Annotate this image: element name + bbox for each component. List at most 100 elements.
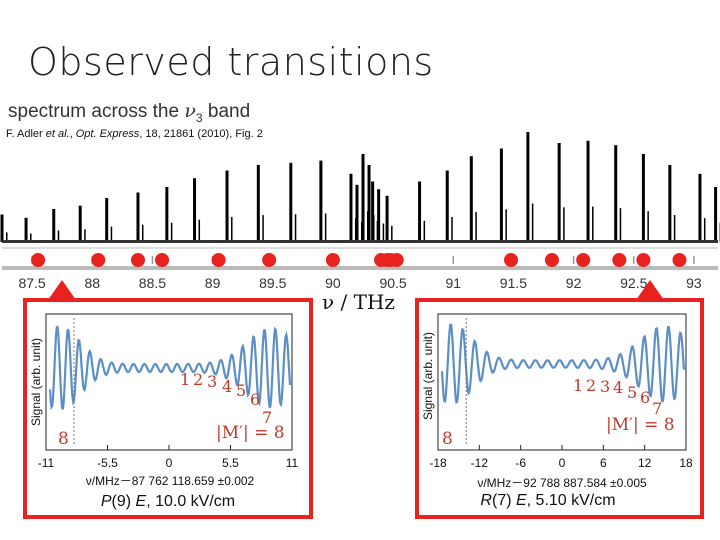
panel-right-xlabel: ν/MHz－92 788 887.584 ±0.005 bbox=[477, 476, 647, 490]
panel-right-transition: R(7) E, 5.10 kV/cm bbox=[480, 492, 615, 509]
transition-marker bbox=[211, 253, 226, 267]
callout-right-pointer bbox=[636, 280, 664, 300]
spectrum-peak-satellite bbox=[231, 216, 233, 242]
spectrum-peak-satellite bbox=[531, 203, 534, 242]
panel-tick-label: 0 bbox=[166, 456, 173, 470]
spectrum-peak bbox=[469, 156, 473, 242]
spectrum-peak-satellite bbox=[141, 224, 144, 242]
spectrum-peak bbox=[105, 198, 109, 242]
spectrum-peak-satellite bbox=[6, 232, 8, 242]
overview-tick-label: 90 bbox=[325, 275, 341, 291]
transition-marker bbox=[672, 253, 687, 267]
spectrum-peak-satellite bbox=[647, 211, 649, 242]
overview-tick-label: 92.5 bbox=[620, 275, 647, 291]
transition-marker bbox=[636, 253, 651, 267]
panel-left-m-value: |M′| = 8 bbox=[216, 423, 285, 443]
m-sublevel-label: 2 bbox=[193, 370, 203, 389]
m-sublevel-label: 3 bbox=[207, 372, 217, 391]
spectrum-peak bbox=[367, 165, 371, 242]
spectrum-peak bbox=[165, 187, 169, 242]
panel-right-trace bbox=[440, 318, 686, 446]
spectrum-heading-suffix: band bbox=[202, 101, 251, 122]
spectrum-peak-satellite bbox=[57, 230, 60, 242]
spectrum-peak-satellite bbox=[619, 208, 622, 242]
spectrum-peak bbox=[668, 165, 672, 242]
spectrum-peak bbox=[136, 192, 140, 242]
transition-marker bbox=[262, 253, 277, 267]
pr-t-field: , 5.10 kV/cm bbox=[527, 492, 616, 509]
spectrum-peak-satellite bbox=[198, 219, 201, 242]
panel-tick-label: 18 bbox=[679, 456, 693, 470]
spectrum-peak bbox=[714, 187, 718, 242]
pr-t-parity: E bbox=[516, 492, 527, 509]
spectrum-peak bbox=[641, 154, 645, 242]
panel-left-trace bbox=[48, 318, 292, 446]
panel-tick-label: 11 bbox=[286, 456, 299, 470]
overview-axis-label: ν / THz bbox=[322, 290, 395, 314]
spectrum-peak bbox=[225, 170, 229, 242]
citation: F. Adler et al., Opt. Express, 18, 21861… bbox=[6, 128, 263, 140]
panel-right-m8-label: 8 bbox=[442, 429, 453, 449]
transition-marker bbox=[504, 253, 519, 267]
spectrum-peak bbox=[614, 145, 618, 242]
transition-marker bbox=[612, 253, 627, 267]
overview-tick-label: 91.5 bbox=[500, 275, 527, 291]
transition-marker bbox=[576, 253, 591, 267]
spectrum-peak-satellite bbox=[592, 206, 594, 242]
nu-symbol: ν bbox=[184, 100, 196, 122]
m-sublevel-label: 8 bbox=[276, 0, 286, 4]
citation-journal: Opt. Express bbox=[75, 128, 140, 140]
transition-marker bbox=[31, 253, 46, 267]
spectrum-peak-satellite bbox=[170, 222, 173, 242]
overview-tick-label: 89.5 bbox=[259, 275, 286, 291]
overview-tick-label: 87.5 bbox=[18, 275, 45, 291]
spectrum-peak bbox=[698, 173, 702, 242]
m-sublevel-label: 1 bbox=[180, 370, 190, 389]
pr-t-j: (7) bbox=[492, 492, 516, 509]
overview-tick-labels: 87.5 88 88.5 89 89.5 90 90.5 91 91.5 92 92.5 93 bbox=[18, 275, 701, 291]
panel-left-ticks: -11 -5.5 0 5.5 11 bbox=[38, 445, 299, 470]
spectrum-peak-satellite bbox=[391, 225, 393, 242]
pl-t-parity: E bbox=[136, 493, 147, 510]
panel-left-xlabel: ν/MHz－87 762 118.659 ±0.002 bbox=[86, 474, 255, 488]
overview-band bbox=[2, 247, 718, 249]
spectrum-peak bbox=[289, 162, 293, 242]
overview-tick-label: 92 bbox=[566, 275, 582, 291]
panel-left-transition: P(9) E, 10.0 kV/cm bbox=[101, 493, 235, 510]
m-sublevel-label: 5 bbox=[236, 381, 246, 400]
pl-t-prefix: P bbox=[101, 493, 112, 510]
spectrum-heading: spectrum across the ν3 band bbox=[8, 100, 250, 125]
citation-etal: et al. bbox=[45, 128, 70, 140]
spectrum-peak bbox=[52, 209, 56, 242]
m-sublevel-label: 6 bbox=[250, 390, 260, 409]
spectrum-peak-satellite bbox=[262, 215, 264, 242]
spectrum-peak-satellite bbox=[294, 214, 297, 242]
nu-subscript: 3 bbox=[195, 110, 203, 125]
spectrum-peak bbox=[24, 217, 28, 242]
signal-trace bbox=[48, 325, 292, 411]
slide-title: Observed transitions bbox=[28, 40, 434, 84]
overview-tick-label: 88 bbox=[84, 275, 100, 291]
panel-tick-label: -18 bbox=[429, 456, 447, 470]
panel-right-ylabel: Signal (arb. unit) bbox=[421, 332, 435, 420]
transition-marker bbox=[325, 253, 340, 267]
m-sublevel-label: 5 bbox=[627, 383, 637, 402]
spectrum-peak bbox=[499, 148, 503, 242]
panel-tick-label: -5.5 bbox=[97, 456, 118, 470]
m-sublevel-label: 7 bbox=[652, 399, 662, 418]
transition-marker bbox=[389, 253, 404, 267]
spectrum-peak bbox=[256, 165, 260, 242]
spectrum-peak bbox=[193, 178, 197, 242]
spectrum-peak-satellite bbox=[563, 207, 565, 242]
transition-marker bbox=[91, 253, 106, 267]
zoom-panel-left: Signal (arb. unit) -11 -5.5 0 5.5 11 1 2 3 4 5 67… bbox=[23, 0, 313, 519]
spectrum-peak-satellite bbox=[382, 223, 385, 242]
m-sublevel-label: 6 bbox=[640, 388, 650, 407]
spectrum-peak bbox=[557, 143, 561, 242]
spectrum-peak-satellite bbox=[110, 226, 113, 242]
spectrum-peak bbox=[445, 170, 449, 242]
panel-right-ticks: -18 -12 -6 0 6 12 18 bbox=[429, 445, 693, 470]
panel-left-ylabel: Signal (arb. unit) bbox=[29, 338, 43, 426]
